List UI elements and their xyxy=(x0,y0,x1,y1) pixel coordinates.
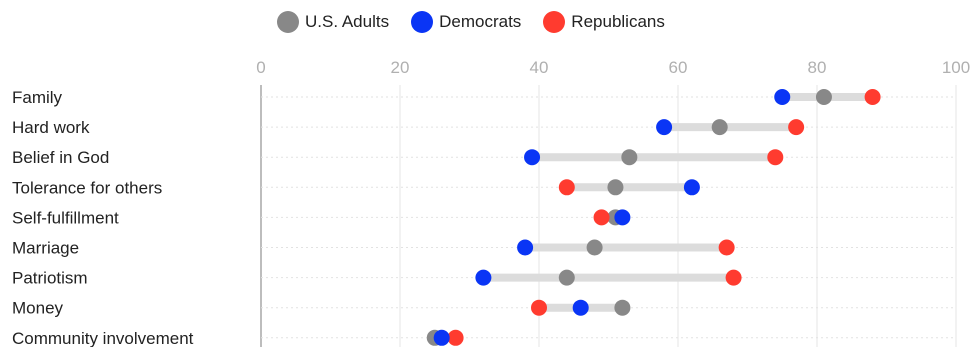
legend-label-democrats: Democrats xyxy=(439,12,522,31)
category-label: Family xyxy=(12,88,63,107)
legend-item-democrats: Democrats xyxy=(411,11,521,33)
legend-swatch-us-adults xyxy=(277,11,299,33)
dot-democrats-1 xyxy=(656,119,673,136)
dot-u-s-adults-2 xyxy=(621,149,638,166)
dot-democrats-4 xyxy=(614,209,631,226)
x-tick-label-0: 0 xyxy=(256,58,265,77)
dot-u-s-adults-3 xyxy=(607,179,624,196)
dot-democrats-8 xyxy=(433,329,450,346)
dot-u-s-adults-0 xyxy=(815,89,832,105)
dot-republicans-6 xyxy=(725,269,742,286)
x-tick-label-20: 20 xyxy=(391,58,410,77)
category-label: Patriotism xyxy=(12,269,88,288)
dot-republicans-1 xyxy=(788,119,805,136)
category-label: Community involvement xyxy=(12,329,194,347)
dot-u-s-adults-1 xyxy=(711,119,728,136)
legend: U.S. Adults Democrats Republicans xyxy=(277,8,687,36)
dot-u-s-adults-6 xyxy=(558,269,575,286)
category-label: Tolerance for others xyxy=(12,178,162,197)
dot-democrats-7 xyxy=(572,299,589,316)
dot-republicans-2 xyxy=(767,149,784,166)
dot-democrats-3 xyxy=(683,179,700,196)
x-tick-label-80: 80 xyxy=(808,58,827,77)
legend-item-us-adults: U.S. Adults xyxy=(277,11,389,33)
category-label: Self-fulfillment xyxy=(12,208,119,227)
dot-democrats-6 xyxy=(475,269,492,286)
legend-swatch-republicans xyxy=(543,11,566,33)
dot-democrats-0 xyxy=(774,89,791,105)
dot-democrats-2 xyxy=(524,149,541,166)
category-label: Belief in God xyxy=(12,148,109,167)
category-label: Money xyxy=(12,299,64,318)
legend-swatch-democrats xyxy=(411,11,434,33)
dot-republicans-3 xyxy=(558,179,575,196)
dot-republicans-4 xyxy=(593,209,610,226)
dot-republicans-8 xyxy=(447,329,464,346)
legend-label-republicans: Republicans xyxy=(571,12,665,31)
category-label: Hard work xyxy=(12,118,90,137)
x-tick-label-60: 60 xyxy=(669,58,688,77)
legend-item-republicans: Republicans xyxy=(543,11,665,33)
dot-democrats-5 xyxy=(517,239,534,256)
legend-label-us-adults: U.S. Adults xyxy=(305,12,390,31)
dot-republicans-7 xyxy=(531,299,547,316)
dot-republicans-0 xyxy=(864,89,881,105)
dot-u-s-adults-5 xyxy=(586,239,603,256)
dot-u-s-adults-7 xyxy=(614,299,631,316)
dot-republicans-5 xyxy=(718,239,735,256)
category-label: Marriage xyxy=(12,239,79,258)
x-tick-label-100: 100 xyxy=(942,58,970,77)
x-tick-label-40: 40 xyxy=(530,58,549,77)
